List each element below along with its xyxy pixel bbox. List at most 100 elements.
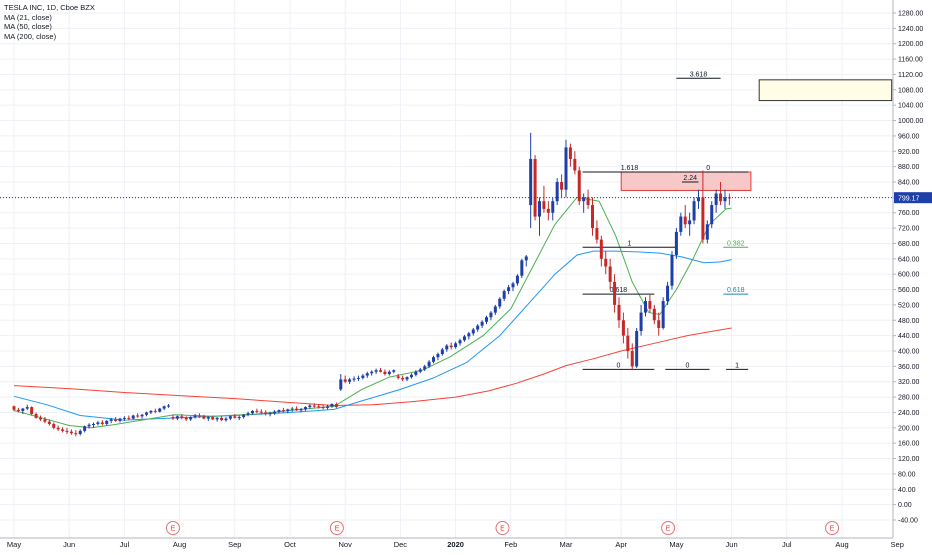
candle[interactable] <box>485 317 489 322</box>
candle[interactable] <box>405 377 409 380</box>
candle[interactable] <box>136 415 140 417</box>
candle[interactable] <box>91 423 95 425</box>
candle[interactable] <box>127 417 131 419</box>
candle[interactable] <box>356 377 360 379</box>
candle[interactable] <box>471 329 475 334</box>
candle[interactable] <box>630 351 634 367</box>
candle[interactable] <box>418 369 422 372</box>
candle[interactable] <box>538 201 542 217</box>
candle[interactable] <box>149 410 153 413</box>
candle[interactable] <box>105 420 109 424</box>
candle[interactable] <box>268 413 272 415</box>
candle[interactable] <box>224 418 228 421</box>
candle[interactable] <box>701 197 705 240</box>
candle[interactable] <box>74 433 78 435</box>
candle[interactable] <box>264 412 268 414</box>
candle[interactable] <box>635 331 639 367</box>
candle[interactable] <box>432 357 436 362</box>
candle[interactable] <box>321 407 325 409</box>
candle[interactable] <box>454 343 458 348</box>
candle[interactable] <box>144 412 148 415</box>
candle[interactable] <box>34 413 38 418</box>
candle[interactable] <box>16 409 20 411</box>
candle[interactable] <box>670 254 674 286</box>
candle[interactable] <box>511 283 515 288</box>
candle[interactable] <box>131 415 135 419</box>
indicator-ma200[interactable]: MA (200, close) <box>4 31 57 41</box>
candle[interactable] <box>158 408 162 412</box>
candle[interactable] <box>197 415 201 417</box>
candle[interactable] <box>710 205 714 225</box>
candle[interactable] <box>38 417 42 420</box>
candle[interactable] <box>586 197 590 206</box>
candle[interactable] <box>626 335 630 351</box>
candle[interactable] <box>533 158 537 217</box>
candle[interactable] <box>12 406 16 410</box>
candle[interactable] <box>109 419 113 421</box>
candle[interactable] <box>379 370 383 372</box>
candle[interactable] <box>43 419 47 422</box>
candle[interactable] <box>290 408 294 410</box>
candle[interactable] <box>551 201 555 213</box>
candle[interactable] <box>529 158 533 206</box>
candle[interactable] <box>392 370 396 372</box>
price-axis[interactable] <box>893 0 932 550</box>
candle[interactable] <box>467 333 471 337</box>
earnings-marker[interactable] <box>495 521 510 535</box>
candle[interactable] <box>242 414 246 418</box>
candle[interactable] <box>370 371 374 374</box>
candle[interactable] <box>343 379 347 382</box>
candle[interactable] <box>520 260 524 276</box>
candle[interactable] <box>65 430 69 432</box>
candle[interactable] <box>56 427 60 430</box>
candle[interactable] <box>679 216 683 232</box>
candle[interactable] <box>577 170 581 202</box>
indicator-ma50[interactable]: MA (50, close) <box>4 22 52 31</box>
candle[interactable] <box>339 379 343 390</box>
candle[interactable] <box>303 407 307 410</box>
candle[interactable] <box>507 287 511 292</box>
candle[interactable] <box>153 410 157 412</box>
candle[interactable] <box>414 371 418 375</box>
candle[interactable] <box>273 411 277 414</box>
candle[interactable] <box>286 409 290 411</box>
candle[interactable] <box>374 370 378 372</box>
candle[interactable] <box>524 256 528 261</box>
candle[interactable] <box>440 349 444 355</box>
candle[interactable] <box>683 216 687 225</box>
candle[interactable] <box>666 285 670 302</box>
candle[interactable] <box>69 431 73 434</box>
candle[interactable] <box>295 408 299 411</box>
candle[interactable] <box>250 410 254 414</box>
candle[interactable] <box>308 405 312 408</box>
candle[interactable] <box>259 411 263 413</box>
candle[interactable] <box>515 275 519 284</box>
candle[interactable] <box>348 379 352 382</box>
target-zone[interactable] <box>758 79 893 102</box>
candle[interactable] <box>409 374 413 378</box>
candle[interactable] <box>546 208 550 213</box>
candle[interactable] <box>96 422 100 424</box>
candle[interactable] <box>423 366 427 370</box>
candle[interactable] <box>489 312 493 318</box>
candle[interactable] <box>255 410 259 412</box>
candle[interactable] <box>723 197 727 202</box>
candle[interactable] <box>25 407 29 409</box>
candle[interactable] <box>61 429 65 431</box>
candle[interactable] <box>661 301 665 328</box>
candle[interactable] <box>480 321 484 326</box>
candle[interactable] <box>184 417 188 420</box>
candle[interactable] <box>692 201 696 221</box>
candle[interactable] <box>52 423 56 428</box>
candle[interactable] <box>387 371 391 375</box>
earnings-marker[interactable] <box>825 521 840 535</box>
candle[interactable] <box>312 405 316 407</box>
candle[interactable] <box>657 320 661 328</box>
candle[interactable] <box>140 414 144 417</box>
candle[interactable] <box>114 419 118 421</box>
candle[interactable] <box>180 416 184 418</box>
candle[interactable] <box>118 418 122 421</box>
candle[interactable] <box>383 371 387 375</box>
candle[interactable] <box>560 182 564 190</box>
candle[interactable] <box>175 416 179 419</box>
